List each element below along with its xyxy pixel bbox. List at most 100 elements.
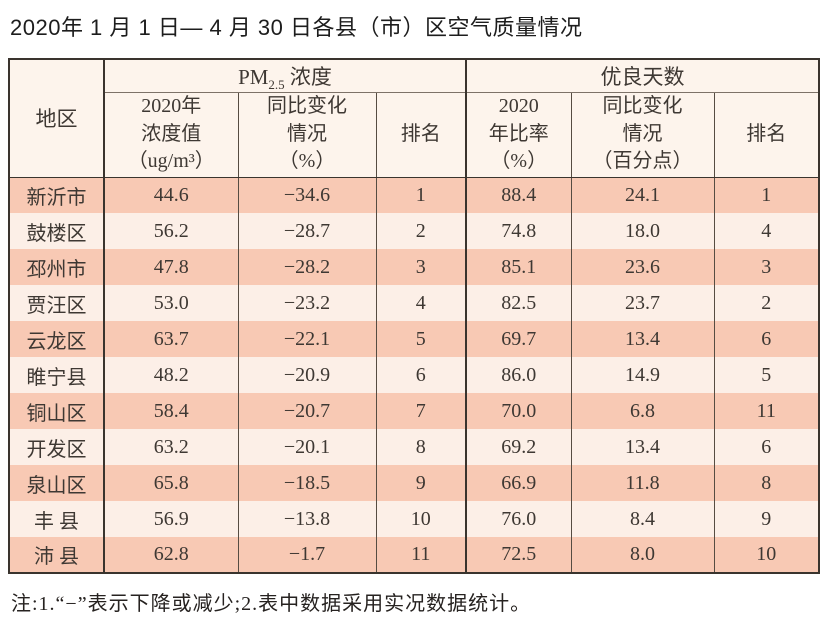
cell-good-change: 6.8 <box>571 393 715 429</box>
page-title: 2020年 1 月 1 日— 4 月 30 日各县（市）区空气质量情况 <box>10 15 583 40</box>
cell-good-change: 8.4 <box>571 501 715 537</box>
cell-pm-change: −20.1 <box>238 429 377 465</box>
pm25-subscript: 2.5 <box>268 76 285 92</box>
pm25-label-suffix: 浓度 <box>284 64 332 89</box>
cell-good-ratio: 82.5 <box>466 285 572 321</box>
cell-good-change: 13.4 <box>571 429 715 465</box>
col-header-pm-rank: 排名 <box>376 92 467 178</box>
cell-good-change: 11.8 <box>571 465 715 501</box>
cell-pm-rank: 2 <box>376 213 467 249</box>
cell-pm-change: −20.7 <box>238 393 377 429</box>
cell-good-rank: 2 <box>761 291 772 314</box>
cell-good-change: 13.4 <box>571 321 715 357</box>
table-row: 邳州市 47.8 −28.2 3 85.1 23.6 3 <box>9 249 820 285</box>
cell-pm-value: 56.9 <box>104 501 239 537</box>
cell-region: 新沂市 <box>9 177 105 213</box>
cell-pm-value: 62.8 <box>104 537 239 573</box>
cell-region: 丰 县 <box>9 501 105 537</box>
col-header-region: 地区 <box>9 59 105 178</box>
cell-pm-value: 65.8 <box>104 465 239 501</box>
cell-pm-rank: 6 <box>376 357 467 393</box>
cell-good-change: 23.6 <box>571 249 715 285</box>
cell-pm-change: −28.7 <box>238 213 377 249</box>
cell-pm-value: 63.7 <box>104 321 239 357</box>
col-header-pm-change: 同比变化 情况 （%） <box>238 92 377 178</box>
table-row: 新沂市 44.6 −34.6 1 88.4 24.1 1 <box>9 177 820 213</box>
cell-good-ratio: 69.2 <box>466 429 572 465</box>
air-quality-table: 地区 PM2.5 浓度 优良天数 2020年 浓度值 （ug/m³） 同比变化 … <box>8 58 821 574</box>
cell-good-rank: 5 <box>761 363 772 386</box>
table-row: 丰 县 56.9 −13.8 10 76.0 8.4 9 <box>9 501 820 537</box>
cell-region: 泉山区 <box>9 465 105 501</box>
cell-pm-change: −34.6 <box>238 177 377 213</box>
cell-pm-rank: 1 <box>376 177 467 213</box>
footnote: 注:1.“−”表示下降或减少;2.表中数据采用实况数据统计。 <box>11 593 532 615</box>
cell-region: 铜山区 <box>9 393 105 429</box>
col-group-pm25: PM2.5 浓度 <box>104 59 467 93</box>
cell-good-ratio: 86.0 <box>466 357 572 393</box>
table-header: 地区 PM2.5 浓度 优良天数 2020年 浓度值 （ug/m³） 同比变化 … <box>9 59 820 178</box>
header-group-row: 地区 PM2.5 浓度 优良天数 <box>9 59 820 178</box>
col-header-good-rank: 排名 <box>714 92 820 178</box>
table-row: 泉山区 65.8 −18.5 9 66.9 11.8 8 <box>9 465 820 501</box>
cell-good-change: 8.0 <box>571 537 715 573</box>
col-header-good-ratio: 2020 年比率 （%） <box>466 92 572 178</box>
cell-pm-value: 44.6 <box>104 177 239 213</box>
cell-pm-rank: 11 <box>376 537 467 573</box>
table-row: 铜山区 58.4 −20.7 7 70.0 6.8 11 <box>9 393 820 429</box>
table-row: 开发区 63.2 −20.1 8 69.2 13.4 6 <box>9 429 820 465</box>
cell-pm-value: 63.2 <box>104 429 239 465</box>
cell-good-rank: 11 <box>756 399 776 422</box>
cell-pm-change: −23.2 <box>238 285 377 321</box>
cell-region: 云龙区 <box>9 321 105 357</box>
col-header-good-change: 同比变化 情况 （百分点） <box>571 92 715 178</box>
cell-region: 鼓楼区 <box>9 213 105 249</box>
header-sub-row: 2020年 浓度值 （ug/m³） 同比变化 情况 （%） 排名 2020 年比… <box>9 92 820 178</box>
cell-good-rank: 8 <box>761 471 772 494</box>
cell-region: 睢宁县 <box>9 357 105 393</box>
cell-good-rank: 4 <box>761 219 772 242</box>
cell-good-change: 23.7 <box>571 285 715 321</box>
cell-good-ratio: 70.0 <box>466 393 572 429</box>
cell-region: 邳州市 <box>9 249 105 285</box>
table-row: 鼓楼区 56.2 −28.7 2 74.8 18.0 4 <box>9 213 820 249</box>
cell-good-rank: 3 <box>761 255 772 278</box>
cell-pm-rank: 8 <box>376 429 467 465</box>
cell-pm-change: −18.5 <box>238 465 377 501</box>
cell-pm-value: 58.4 <box>104 393 239 429</box>
cell-pm-rank: 4 <box>376 285 467 321</box>
col-group-good-days: 优良天数 <box>466 59 820 93</box>
cell-good-ratio: 66.9 <box>466 465 572 501</box>
cell-good-ratio: 76.0 <box>466 501 572 537</box>
cell-good-rank: 1 <box>761 183 772 206</box>
cell-pm-value: 48.2 <box>104 357 239 393</box>
cell-good-ratio: 74.8 <box>466 213 572 249</box>
table-row: 云龙区 63.7 −22.1 5 69.7 13.4 6 <box>9 321 820 357</box>
cell-pm-value: 53.0 <box>104 285 239 321</box>
cell-good-ratio: 72.5 <box>466 537 572 573</box>
cell-good-change: 14.9 <box>571 357 715 393</box>
table-row: 贾汪区 53.0 −23.2 4 82.5 23.7 2 <box>9 285 820 321</box>
cell-good-rank: 6 <box>761 435 772 458</box>
cell-pm-change: −1.7 <box>238 537 377 573</box>
cell-region: 开发区 <box>9 429 105 465</box>
cell-good-change: 24.1 <box>571 177 715 213</box>
table-row: 沛 县 62.8 −1.7 11 72.5 8.0 10 <box>9 537 820 573</box>
cell-pm-change: −20.9 <box>238 357 377 393</box>
cell-region: 贾汪区 <box>9 285 105 321</box>
cell-pm-rank: 3 <box>376 249 467 285</box>
cell-pm-rank: 7 <box>376 393 467 429</box>
table-row: 睢宁县 48.2 −20.9 6 86.0 14.9 5 <box>9 357 820 393</box>
cell-pm-value: 47.8 <box>104 249 239 285</box>
cell-pm-change: −13.8 <box>238 501 377 537</box>
cell-good-change: 18.0 <box>571 213 715 249</box>
cell-good-rank: 6 <box>761 327 772 350</box>
col-header-pm-value: 2020年 浓度值 （ug/m³） <box>104 92 239 178</box>
cell-pm-rank: 5 <box>376 321 467 357</box>
cell-good-rank: 9 <box>761 507 772 530</box>
cell-good-rank: 10 <box>756 543 777 565</box>
table-body: 新沂市 44.6 −34.6 1 88.4 24.1 1 鼓楼区 56.2 −2… <box>9 177 820 573</box>
cell-pm-rank: 9 <box>376 465 467 501</box>
pm25-label-prefix: PM <box>238 64 269 89</box>
